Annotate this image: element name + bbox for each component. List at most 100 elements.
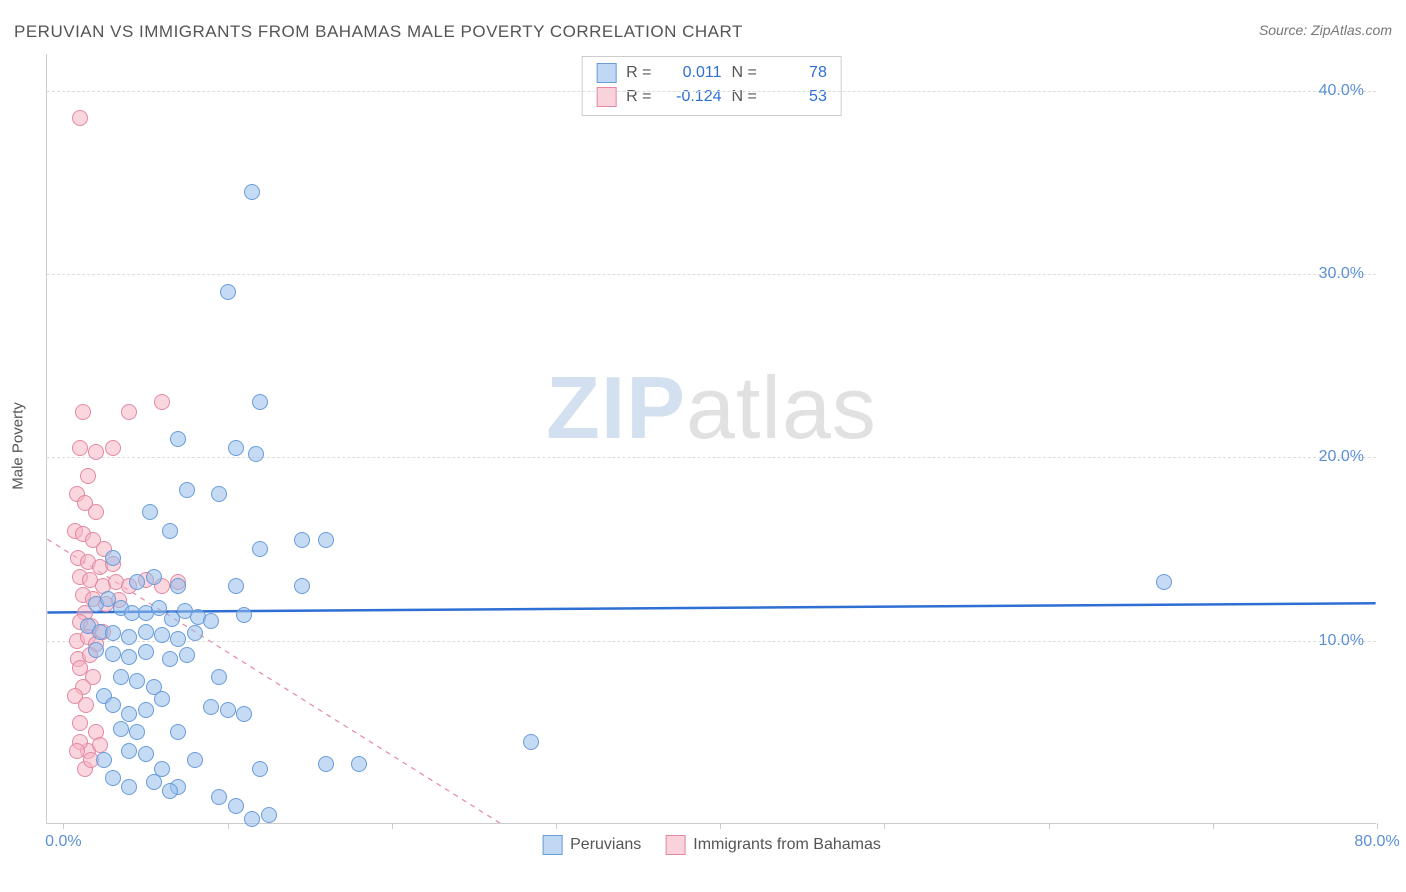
data-point-s1 (88, 642, 104, 658)
watermark: ZIPatlas (546, 357, 877, 459)
legend-label-1: Peruvians (570, 836, 641, 854)
data-point-s1 (351, 756, 367, 772)
data-point-s1 (121, 743, 137, 759)
data-point-s2 (80, 468, 96, 484)
data-point-s2 (105, 440, 121, 456)
data-point-s1 (113, 669, 129, 685)
data-point-s1 (220, 284, 236, 300)
data-point-s1 (105, 625, 121, 641)
plot-area: ZIPatlas R = 0.011 N = 78 R = -0.124 N =… (46, 54, 1376, 824)
data-point-s1 (318, 756, 334, 772)
gridline (47, 641, 1376, 642)
data-point-s2 (88, 504, 104, 520)
data-point-s1 (138, 746, 154, 762)
data-point-s1 (203, 699, 219, 715)
data-point-s1 (228, 440, 244, 456)
chart-container: PERUVIAN VS IMMIGRANTS FROM BAHAMAS MALE… (0, 0, 1406, 892)
data-point-s1 (170, 578, 186, 594)
data-point-s2 (154, 394, 170, 410)
data-point-s1 (248, 446, 264, 462)
data-point-s2 (72, 440, 88, 456)
x-tick-mark (720, 823, 721, 829)
x-tick-mark (1049, 823, 1050, 829)
x-tick-mark (1213, 823, 1214, 829)
data-point-s1 (105, 770, 121, 786)
data-point-s2 (72, 110, 88, 126)
data-point-s1 (170, 631, 186, 647)
data-point-s1 (138, 624, 154, 640)
data-point-s2 (78, 697, 94, 713)
data-point-s1 (129, 673, 145, 689)
data-point-s1 (162, 651, 178, 667)
legend-label-2: Immigrants from Bahamas (693, 836, 881, 854)
data-point-s1 (170, 431, 186, 447)
data-point-s1 (211, 789, 227, 805)
x-tick-label: 80.0% (1354, 833, 1399, 851)
y-tick-label: 30.0% (1319, 265, 1364, 283)
y-axis-label: Male Poverty (10, 402, 27, 490)
data-point-s1 (121, 779, 137, 795)
x-tick-mark (1377, 823, 1378, 829)
legend-swatch-1 (542, 835, 562, 855)
data-point-s1 (142, 504, 158, 520)
n-value-1: 78 (767, 61, 827, 85)
data-point-s1 (187, 752, 203, 768)
data-point-s2 (88, 444, 104, 460)
data-point-s1 (154, 627, 170, 643)
data-point-s1 (179, 647, 195, 663)
data-point-s1 (121, 629, 137, 645)
gridline (47, 274, 1376, 275)
data-point-s1 (228, 578, 244, 594)
x-tick-mark (884, 823, 885, 829)
data-point-s1 (105, 550, 121, 566)
data-point-s1 (121, 706, 137, 722)
data-point-s1 (170, 724, 186, 740)
swatch-series1 (596, 63, 616, 83)
x-tick-mark (392, 823, 393, 829)
gridline (47, 457, 1376, 458)
data-point-s1 (211, 669, 227, 685)
data-point-s1 (146, 569, 162, 585)
data-point-s1 (162, 783, 178, 799)
source-label: Source: ZipAtlas.com (1259, 22, 1392, 38)
r-label-1: R = (626, 61, 651, 85)
data-point-s1 (244, 811, 260, 827)
data-point-s1 (220, 702, 236, 718)
r-label-2: R = (626, 85, 651, 109)
data-point-s1 (252, 541, 268, 557)
data-point-s1 (294, 532, 310, 548)
data-point-s1 (203, 613, 219, 629)
data-point-s1 (1156, 574, 1172, 590)
data-point-s1 (113, 721, 129, 737)
legend-item-series2: Immigrants from Bahamas (665, 835, 881, 855)
data-point-s1 (236, 607, 252, 623)
data-point-s1 (105, 697, 121, 713)
watermark-atlas: atlas (686, 358, 877, 457)
data-point-s1 (138, 644, 154, 660)
data-point-s1 (162, 523, 178, 539)
data-point-s2 (69, 743, 85, 759)
x-tick-mark (228, 823, 229, 829)
data-point-s1 (523, 734, 539, 750)
legend-bottom: Peruvians Immigrants from Bahamas (542, 835, 881, 855)
stats-legend-box: R = 0.011 N = 78 R = -0.124 N = 53 (581, 56, 842, 116)
data-point-s1 (138, 702, 154, 718)
stats-row-series1: R = 0.011 N = 78 (596, 61, 827, 85)
data-point-s1 (129, 574, 145, 590)
data-point-s1 (294, 578, 310, 594)
data-point-s2 (75, 404, 91, 420)
data-point-s2 (121, 404, 137, 420)
data-point-s1 (121, 649, 137, 665)
data-point-s1 (252, 761, 268, 777)
y-tick-label: 20.0% (1319, 448, 1364, 466)
data-point-s1 (318, 532, 334, 548)
n-value-2: 53 (767, 85, 827, 109)
data-point-s1 (252, 394, 268, 410)
data-point-s2 (72, 715, 88, 731)
r-value-2: -0.124 (662, 85, 722, 109)
data-point-s1 (179, 482, 195, 498)
watermark-zip: ZIP (546, 358, 686, 457)
data-point-s1 (228, 798, 244, 814)
data-point-s1 (105, 646, 121, 662)
data-point-s1 (261, 807, 277, 823)
